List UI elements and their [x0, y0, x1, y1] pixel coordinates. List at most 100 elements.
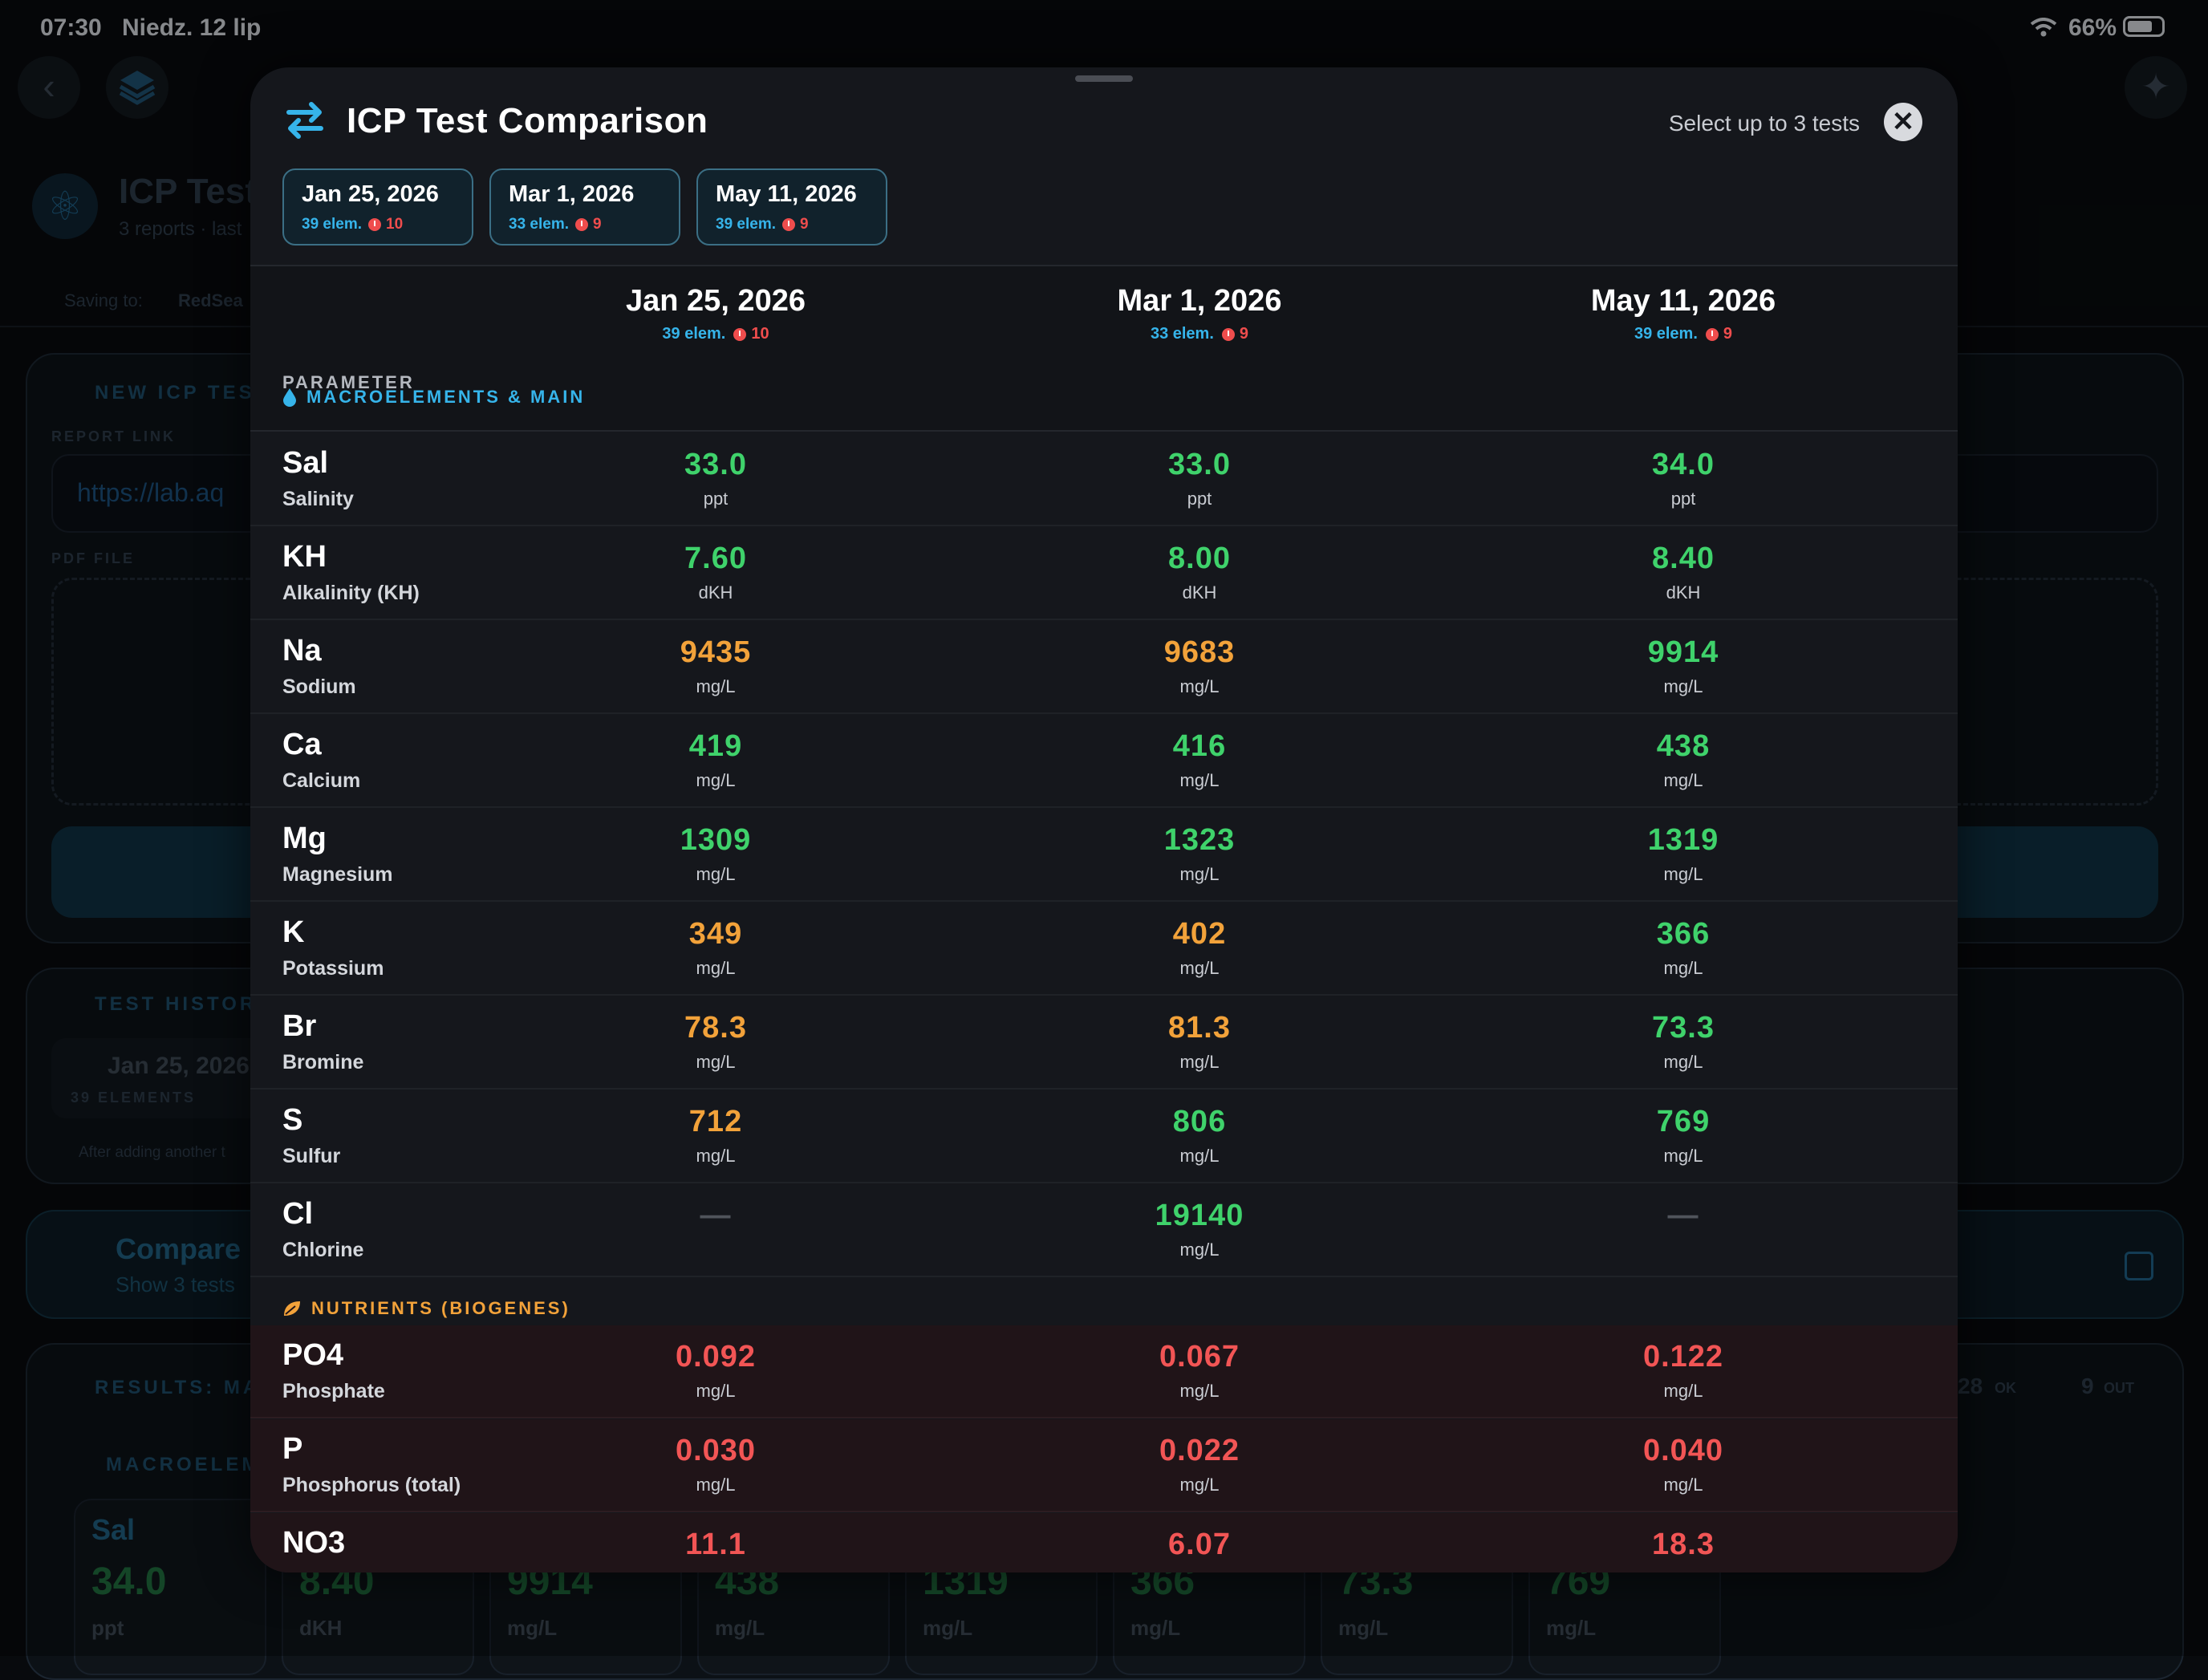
alert-icon [368, 218, 381, 231]
unit: ppt [1670, 489, 1696, 509]
history-card[interactable] [51, 1038, 276, 1118]
value-cell: 416 mg/L [959, 729, 1440, 791]
value: 0.067 [1159, 1340, 1240, 1374]
column-header: May 11, 2026 39 elem. 9 [1443, 284, 1924, 343]
value-cell: 73.3 mg/L [1443, 1011, 1924, 1073]
value: 349 [688, 917, 743, 951]
value: 416 [1172, 729, 1227, 763]
section-nutrients: NUTRIENTS (BIOGENES) [282, 1298, 570, 1319]
value: 1309 [680, 823, 752, 857]
section-macro: MACROELEMENTS & MAIN [282, 387, 585, 408]
grab-handle[interactable] [1075, 75, 1133, 82]
column-elements: 39 elem. [1634, 325, 1698, 343]
value: 73.3 [1652, 1011, 1715, 1045]
table-row: KH Alkalinity (KH) 7.60 dKH 8.00 dKH 8.40 dKH [250, 527, 1958, 620]
report-link-value: https://lab.aq [77, 478, 225, 507]
element-name: Bromine [282, 1051, 364, 1073]
chip-bad-count: 9 [593, 216, 602, 233]
sparkle-button[interactable]: ✦ [2125, 56, 2187, 119]
back-button[interactable]: ‹ [18, 56, 80, 119]
table-row: K Potassium 349 mg/L 402 mg/L 366 mg/L [250, 903, 1958, 996]
value: 8.00 [1168, 542, 1231, 575]
element-name: Alkalinity (KH) [282, 582, 420, 604]
value-cell: 0.122 mg/L [1443, 1340, 1924, 1402]
unit: mg/L [696, 770, 736, 790]
report-link-label: REPORT LINK [51, 428, 177, 444]
element-name: Sulfur [282, 1145, 341, 1167]
unit: mg/L [1179, 1240, 1220, 1260]
unit: ppt [703, 489, 729, 509]
value-cell: 81.3 mg/L [959, 1011, 1440, 1073]
battery-icon [2123, 16, 2165, 37]
tile-unit: ppt [91, 1616, 124, 1640]
element-symbol: Mg [282, 822, 327, 855]
table-row: NO3 11.1 6.07 18.3 [250, 1513, 1958, 1572]
history-note: After adding another t [79, 1144, 225, 1161]
alert-icon [733, 327, 747, 341]
unit: mg/L [1179, 1146, 1220, 1166]
value-cell: 6.07 [959, 1528, 1440, 1568]
table-row: P Phosphorus (total) 0.030 mg/L 0.022 mg/L 0.0… [250, 1419, 1958, 1512]
chip-elements: 33 elem. [509, 216, 569, 233]
value: 78.3 [684, 1011, 747, 1045]
value-cell: 11.1 [475, 1528, 956, 1568]
chip-date: Mar 1, 2026 [509, 181, 635, 207]
unit: mg/L [1179, 1475, 1220, 1495]
close-button[interactable]: ✕ [1884, 103, 1922, 141]
chip-bad-count: 10 [386, 216, 404, 233]
element-name: Potassium [282, 957, 384, 980]
unit: mg/L [696, 1475, 736, 1495]
test-chip[interactable]: Jan 25, 2026 39 elem. 10 [282, 168, 473, 246]
ok-label: OK [1995, 1380, 2016, 1396]
test-chips: Jan 25, 2026 39 elem. 10 Mar 1, 2026 33 e… [282, 168, 887, 246]
value: 402 [1172, 917, 1227, 951]
tile-unit: mg/L [715, 1616, 765, 1640]
value: 81.3 [1168, 1011, 1231, 1045]
select-hint: Select up to 3 tests [1668, 111, 1860, 136]
unit: mg/L [1663, 676, 1703, 696]
unit: mg/L [696, 1381, 736, 1401]
chip-elements: 39 elem. [716, 216, 776, 233]
column-elements: 39 elem. [662, 325, 726, 343]
column-header: Jan 25, 2026 39 elem. 10 [475, 284, 956, 343]
leaf-icon [284, 1301, 300, 1316]
value: 34.0 [1652, 448, 1715, 481]
unit: mg/L [696, 958, 736, 978]
out-label: OUT [2104, 1380, 2134, 1396]
element-name: Sodium [282, 676, 356, 698]
tile-unit: mg/L [1546, 1616, 1597, 1640]
value-cell: — [475, 1199, 956, 1240]
saving-target: RedSea [178, 290, 243, 310]
test-chip[interactable]: Mar 1, 2026 33 elem. 9 [489, 168, 680, 246]
alert-icon [575, 218, 588, 231]
value: 9914 [1647, 635, 1719, 669]
value: 0.040 [1642, 1434, 1724, 1467]
value: 769 [1656, 1105, 1711, 1138]
element-symbol: Ca [282, 728, 322, 761]
value-cell: 9914 mg/L [1443, 635, 1924, 697]
result-tile[interactable]: Sal 34.0 ppt [74, 1499, 266, 1675]
tile-unit: mg/L [923, 1616, 973, 1640]
layers-button[interactable] [106, 56, 168, 119]
value: 9435 [680, 635, 752, 669]
value: 8.40 [1652, 542, 1715, 575]
alert-icon [782, 218, 795, 231]
chip-bad-count: 9 [800, 216, 809, 233]
element-symbol: KH [282, 540, 327, 574]
saving-label: Saving to: [64, 290, 143, 310]
history-item-sub: 39 ELEMENTS [71, 1090, 197, 1106]
page-subtitle: 3 reports · last [119, 218, 242, 240]
element-symbol: Br [282, 1009, 317, 1043]
open-compare-icon[interactable] [2125, 1252, 2153, 1280]
test-chip[interactable]: May 11, 2026 39 elem. 9 [696, 168, 887, 246]
value-cell: 78.3 mg/L [475, 1011, 956, 1073]
element-symbol: NO3 [282, 1526, 346, 1560]
unit: mg/L [1663, 864, 1703, 884]
value-cell: 9435 mg/L [475, 635, 956, 697]
macro-title: MACROELEM [106, 1454, 262, 1475]
column-bad-count: 9 [1723, 325, 1733, 343]
value: — [700, 1199, 732, 1232]
value-cell: 19140 mg/L [959, 1199, 1440, 1260]
section-macro-label: MACROELEMENTS & MAIN [306, 387, 586, 407]
page-icon: ⚛ [32, 173, 98, 239]
